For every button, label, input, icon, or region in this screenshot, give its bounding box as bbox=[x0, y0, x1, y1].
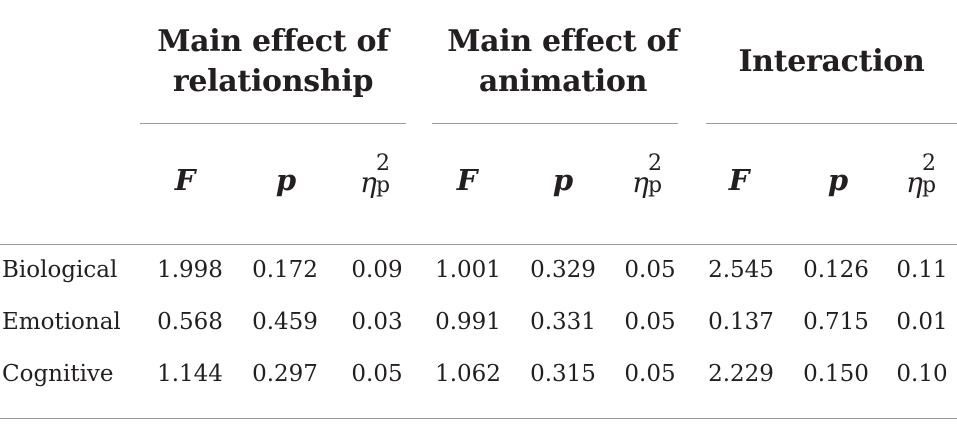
table-cell: 0.331 bbox=[530, 309, 596, 335]
subheader-p-animation: p bbox=[552, 163, 574, 197]
header-main-effect-animation: Main effect of animation bbox=[432, 22, 694, 102]
header-interaction-line1: Interaction bbox=[738, 44, 925, 79]
group-rule-interaction bbox=[706, 123, 957, 124]
table-cell: 0.991 bbox=[435, 309, 501, 335]
header-animation-line2: animation bbox=[478, 64, 648, 99]
subheader-f-animation: F bbox=[456, 163, 478, 197]
eta-superscript: 2 bbox=[922, 151, 936, 176]
table-cell: 1.001 bbox=[435, 257, 501, 283]
table-cell: 2.229 bbox=[708, 361, 774, 387]
table-cell: 0.05 bbox=[351, 361, 403, 387]
table-cell: 1.998 bbox=[157, 257, 223, 283]
table-cell: 1.144 bbox=[157, 361, 223, 387]
header-animation-line1: Main effect of bbox=[447, 24, 679, 59]
table-cell: 0.172 bbox=[252, 257, 318, 283]
row-label-emotional: Emotional bbox=[2, 309, 121, 335]
table-cell: 0.01 bbox=[896, 309, 948, 335]
table-cell: 0.05 bbox=[624, 257, 676, 283]
subheader-f-relationship: F bbox=[174, 163, 196, 197]
subheader-eta-interaction: η 2 p bbox=[894, 152, 954, 204]
table-cell: 0.10 bbox=[896, 361, 948, 387]
table-cell: 1.062 bbox=[435, 361, 501, 387]
table-cell: 0.09 bbox=[351, 257, 403, 283]
group-rule-relationship bbox=[140, 123, 406, 124]
subheader-f-interaction: F bbox=[728, 163, 750, 197]
bottom-rule bbox=[0, 418, 957, 419]
table-cell: 0.150 bbox=[803, 361, 869, 387]
table-cell: 0.126 bbox=[803, 257, 869, 283]
header-interaction: Interaction bbox=[706, 42, 957, 82]
row-label-cognitive: Cognitive bbox=[2, 361, 114, 387]
eta-symbol: η bbox=[632, 166, 649, 199]
subheader-p-relationship: p bbox=[275, 163, 297, 197]
eta-subscript: p bbox=[376, 173, 391, 198]
table-cell: 0.459 bbox=[252, 309, 318, 335]
table-cell: 0.05 bbox=[624, 309, 676, 335]
row-label-biological: Biological bbox=[2, 257, 118, 283]
eta-symbol: η bbox=[360, 166, 377, 199]
table-cell: 0.715 bbox=[803, 309, 869, 335]
table-cell: 0.329 bbox=[530, 257, 596, 283]
table-cell: 2.545 bbox=[708, 257, 774, 283]
table-cell: 0.11 bbox=[896, 257, 948, 283]
table-cell: 0.03 bbox=[351, 309, 403, 335]
subheader-eta-animation: η 2 p bbox=[620, 152, 680, 204]
eta-symbol: η bbox=[906, 166, 923, 199]
header-relationship-line1: Main effect of bbox=[157, 24, 389, 59]
group-rule-animation bbox=[432, 123, 678, 124]
header-relationship-line2: relationship bbox=[172, 64, 374, 99]
header-body-rule bbox=[0, 244, 957, 245]
table-cell: 0.05 bbox=[624, 361, 676, 387]
eta-subscript: p bbox=[648, 173, 663, 198]
table-cell: 0.315 bbox=[530, 361, 596, 387]
eta-subscript: p bbox=[922, 173, 937, 198]
table-cell: 0.297 bbox=[252, 361, 318, 387]
eta-superscript: 2 bbox=[648, 151, 662, 176]
table-cell: 0.568 bbox=[157, 309, 223, 335]
subheader-eta-relationship: η 2 p bbox=[348, 152, 408, 204]
header-main-effect-relationship: Main effect of relationship bbox=[140, 22, 406, 102]
subheader-p-interaction: p bbox=[827, 163, 849, 197]
table-cell: 0.137 bbox=[708, 309, 774, 335]
eta-superscript: 2 bbox=[376, 151, 390, 176]
